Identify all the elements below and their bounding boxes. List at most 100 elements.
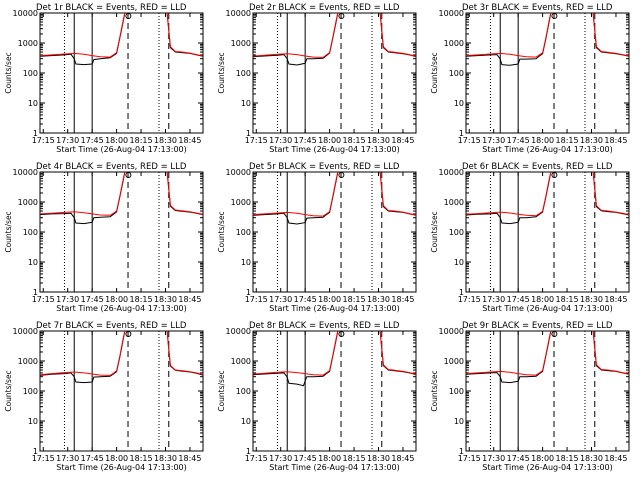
y-tick-label: 10000 xyxy=(439,168,464,177)
y-tick-label: 100 xyxy=(236,387,251,396)
series-line-events xyxy=(253,331,339,387)
y-tick-label: 10000 xyxy=(226,9,251,18)
y-tick-label: 100 xyxy=(449,228,464,237)
x-axis-label: Start Time (26-Aug-04 17:13:00) xyxy=(269,304,400,313)
x-tick-label: 17:45 xyxy=(81,136,104,145)
x-tick-label: 18:00 xyxy=(531,136,554,145)
y-tick-label: 1 xyxy=(459,288,464,297)
x-tick-label: 18:15 xyxy=(556,295,579,304)
saturation-marker xyxy=(125,172,132,178)
chart-panel-det-1r: 17:15 17:30 17:45 18:00 18:15 18:30 18:45 1 10 10… xyxy=(4,3,204,154)
series-line-events xyxy=(253,172,339,225)
y-axis-label: Counts/sec xyxy=(217,211,226,252)
y-tick-label: 10 xyxy=(28,417,38,426)
x-tick-label: 17:15 xyxy=(458,295,481,304)
x-axis-label: Start Time (26-Aug-04 17:13:00) xyxy=(269,463,400,472)
series-line-lld xyxy=(40,172,126,216)
y-tick-label: 100 xyxy=(236,69,251,78)
y-tick-label: 10 xyxy=(454,258,464,267)
saturation-marker xyxy=(338,172,345,178)
series-line-lld xyxy=(166,172,203,215)
panel-title: Det 8r BLACK = Events, RED = LLD xyxy=(249,321,400,331)
series-line-events xyxy=(592,331,629,375)
series-line-lld xyxy=(592,13,629,57)
y-axis-label: Counts/sec xyxy=(4,370,13,411)
x-tick-label: 17:45 xyxy=(294,454,317,463)
y-tick-label: 1000 xyxy=(231,39,251,48)
series-line-lld xyxy=(253,172,339,217)
y-tick-label: 10 xyxy=(454,99,464,108)
y-tick-label: 10 xyxy=(28,258,38,267)
x-tick-label: 17:45 xyxy=(507,454,530,463)
chart-panel-det-4r: 17:15 17:30 17:45 18:00 18:15 18:30 18:45 1 10 10… xyxy=(4,162,204,313)
x-tick-label: 18:45 xyxy=(604,136,627,145)
y-tick-label: 1000 xyxy=(18,357,38,366)
x-tick-label: 17:45 xyxy=(294,136,317,145)
x-tick-label: 17:30 xyxy=(482,136,505,145)
y-tick-label: 1000 xyxy=(444,39,464,48)
x-axis-label: Start Time (26-Aug-04 17:13:00) xyxy=(482,463,613,472)
x-tick-label: 18:45 xyxy=(391,454,414,463)
y-axis-label: Counts/sec xyxy=(4,211,13,252)
x-tick-label: 17:45 xyxy=(294,295,317,304)
series-line-lld xyxy=(466,331,552,376)
saturation-marker xyxy=(125,331,132,337)
x-tick-label: 18:30 xyxy=(367,454,390,463)
series-line-events xyxy=(166,331,203,376)
series-line-events xyxy=(466,13,552,66)
x-tick-label: 18:30 xyxy=(580,136,603,145)
y-tick-label: 1000 xyxy=(444,357,464,366)
chart-panel-det-5r: 17:15 17:30 17:45 18:00 18:15 18:30 18:45 1 10 10… xyxy=(217,162,417,313)
y-tick-label: 100 xyxy=(23,69,38,78)
x-tick-label: 18:45 xyxy=(178,295,201,304)
series-line-lld xyxy=(40,331,126,376)
y-tick-label: 1 xyxy=(33,447,38,456)
saturation-marker xyxy=(551,331,558,337)
y-tick-label: 1000 xyxy=(18,39,38,48)
saturation-marker xyxy=(551,172,558,178)
saturation-marker xyxy=(551,13,558,19)
panel-title: Det 7r BLACK = Events, RED = LLD xyxy=(36,321,187,331)
x-axis-label: Start Time (26-Aug-04 17:13:00) xyxy=(482,145,613,154)
x-tick-label: 18:15 xyxy=(556,454,579,463)
chart-panel-det-9r: 17:15 17:30 17:45 18:00 18:15 18:30 18:45 1 10 10… xyxy=(430,321,630,472)
series-line-lld xyxy=(40,13,126,58)
x-tick-label: 18:45 xyxy=(604,454,627,463)
x-tick-label: 17:45 xyxy=(507,136,530,145)
x-tick-label: 17:30 xyxy=(56,136,79,145)
x-tick-label: 17:15 xyxy=(32,295,55,304)
x-tick-label: 18:15 xyxy=(556,136,579,145)
series-line-lld xyxy=(466,172,552,217)
series-line-events xyxy=(466,331,552,384)
x-tick-label: 17:45 xyxy=(507,295,530,304)
chart-panel-det-3r: 17:15 17:30 17:45 18:00 18:15 18:30 18:45 1 10 10… xyxy=(430,3,630,154)
x-tick-label: 18:00 xyxy=(105,136,128,145)
x-tick-label: 18:00 xyxy=(105,454,128,463)
panel-title: Det 9r BLACK = Events, RED = LLD xyxy=(462,321,613,331)
y-tick-label: 1000 xyxy=(231,198,251,207)
x-tick-label: 17:30 xyxy=(56,454,79,463)
series-line-lld xyxy=(592,331,629,375)
y-tick-label: 1 xyxy=(459,129,464,138)
x-tick-label: 18:15 xyxy=(130,454,153,463)
x-tick-label: 18:00 xyxy=(318,295,341,304)
x-tick-label: 18:45 xyxy=(178,136,201,145)
y-tick-label: 100 xyxy=(23,228,38,237)
series-line-lld xyxy=(379,13,416,57)
panel-title: Det 5r BLACK = Events, RED = LLD xyxy=(249,162,400,172)
series-line-lld xyxy=(253,13,339,58)
x-tick-label: 18:45 xyxy=(178,454,201,463)
y-tick-label: 10000 xyxy=(439,327,464,336)
series-line-events xyxy=(253,13,339,66)
y-axis-label: Counts/sec xyxy=(4,52,13,93)
y-tick-label: 1 xyxy=(33,129,38,138)
x-tick-label: 18:15 xyxy=(130,295,153,304)
y-tick-label: 1000 xyxy=(231,357,251,366)
series-line-lld xyxy=(166,331,203,376)
y-tick-label: 1 xyxy=(459,447,464,456)
series-line-lld xyxy=(466,13,552,58)
y-tick-label: 100 xyxy=(23,387,38,396)
series-line-events xyxy=(379,172,416,216)
y-axis-label: Counts/sec xyxy=(430,370,439,411)
